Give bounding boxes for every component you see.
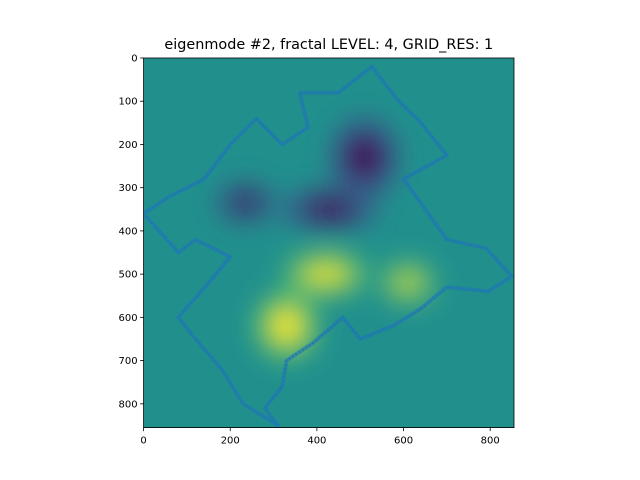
y-tick-label: 400: [119, 226, 138, 237]
y-tick-label: 0: [131, 54, 137, 65]
y-tick-label: 600: [119, 313, 138, 324]
fractal-outline-layer: [143, 64, 514, 428]
plot-frame: [143, 57, 515, 429]
y-tick-label: 700: [119, 356, 138, 367]
chart-title: eigenmode #2, fractal LEVEL: 4, GRID_RES…: [164, 37, 493, 53]
y-tick-label: 200: [119, 140, 138, 151]
y-tick-label: 800: [119, 399, 138, 410]
y-axis: 0 100 200 300 400 500 600 700 800: [119, 54, 144, 410]
y-tick-label: 100: [119, 97, 138, 108]
positive-lobe-core-5: [391, 269, 425, 296]
x-axis: 0 200 400 600 800: [140, 427, 500, 447]
x-tick-label: 0: [140, 436, 146, 447]
fractal-boundary-detail: [143, 65, 514, 427]
negative-lobe-core-0: [345, 134, 385, 181]
negative-lobe-core-2: [227, 189, 264, 216]
x-tick-label: 200: [221, 436, 240, 447]
field-layer: [213, 116, 438, 362]
x-tick-label: 600: [394, 436, 413, 447]
positive-lobe-core-4: [268, 306, 305, 346]
x-tick-label: 400: [307, 436, 326, 447]
y-tick-label: 300: [119, 183, 138, 194]
negative-lobe-core-1: [302, 196, 358, 223]
x-tick-label: 800: [481, 436, 500, 447]
y-tick-label: 500: [119, 270, 138, 281]
plot-area: [143, 58, 514, 428]
positive-lobe-core-3: [301, 261, 350, 288]
